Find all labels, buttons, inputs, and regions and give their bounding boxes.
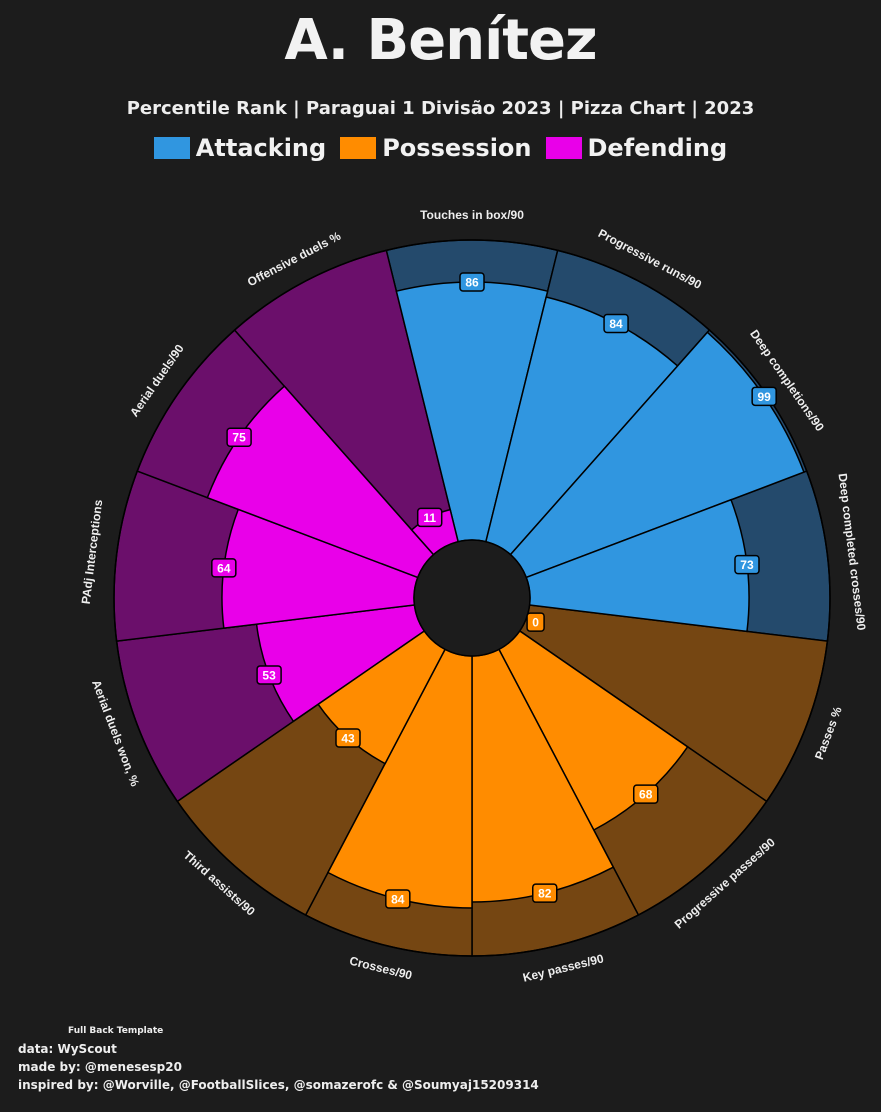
chart-subtitle: Percentile Rank | Paraguai 1 Divisão 202… (126, 98, 755, 119)
value-box-aerial-duels-90 (226, 427, 252, 447)
value-label-passes: 0 (532, 616, 539, 630)
value-label-crosses-90: 84 (391, 892, 405, 906)
param-label-deep-completed-crosses-90: Deep completed crosses/90 (836, 473, 869, 632)
value-label-progressive-passes-90: 68 (639, 788, 653, 802)
value-labels: 86 84 99 73 0 68 82 84 43 53 64 75 11 (211, 272, 777, 909)
value-box-passes (526, 612, 545, 632)
slice-values (206, 281, 805, 909)
legend-swatch-defending (545, 137, 582, 159)
outer-ring (113, 239, 831, 957)
chart-grid (113, 239, 831, 957)
value-box-deep-completions-90 (751, 386, 777, 407)
value-box-touches-in-box-90 (459, 272, 485, 292)
value-label-third-assists-90: 43 (341, 731, 355, 745)
param-label-padj-interceptions: PAdj Interceptions (79, 499, 106, 605)
value-box-crosses-90 (385, 889, 411, 909)
value-label-progressive-runs-90: 84 (609, 317, 623, 331)
legend-item-attacking: Attacking (153, 134, 327, 162)
legend-item-defending: Defending (545, 134, 728, 162)
footer-made-by: made by: @menesesp20 (18, 1060, 182, 1074)
value-box-key-passes-90 (532, 883, 558, 903)
legend-label-defending: Defending (587, 134, 728, 162)
value-box-third-assists-90 (335, 728, 361, 748)
value-label-offensive-duels: 11 (423, 511, 436, 525)
value-box-padj-interceptions (211, 558, 237, 578)
value-label-padj-interceptions: 64 (217, 561, 231, 575)
legend-swatch-attacking (153, 137, 190, 159)
value-box-deep-completed-crosses-90 (734, 554, 760, 575)
value-label-touches-in-box-90: 86 (465, 276, 479, 290)
value-label-aerial-duels-90: 75 (232, 431, 246, 445)
value-label-key-passes-90: 82 (538, 887, 552, 901)
footer: Full Back Template data: WyScout made by… (18, 1026, 539, 1094)
param-label-passes: Passes % (812, 704, 845, 761)
param-label-key-passes-90: Key passes/90 (521, 951, 605, 984)
value-box-offensive-duels (416, 507, 443, 528)
value-box-aerial-duels-won (256, 665, 282, 685)
chart-title: A. Benítez (284, 8, 597, 73)
legend: Attacking Possession Defending (0, 134, 881, 162)
template-note: Full Back Template (68, 1026, 164, 1036)
legend-swatch-possession (340, 137, 377, 159)
param-label-touches-in-box-90: Touches in box/90 (420, 208, 524, 222)
legend-label-attacking: Attacking (195, 134, 327, 162)
value-label-aerial-duels-won: 53 (262, 668, 276, 682)
legend-item-possession: Possession (340, 134, 532, 162)
footer-data-source: data: WyScout (18, 1042, 117, 1056)
center-hole (413, 539, 531, 657)
value-box-progressive-runs-90 (603, 313, 629, 334)
value-box-progressive-passes-90 (632, 784, 659, 804)
value-label-deep-completions-90: 99 (757, 390, 771, 404)
legend-label-possession: Possession (382, 134, 532, 162)
value-label-deep-completed-crosses-90: 73 (740, 558, 754, 572)
footer-inspired-by: inspired by: @Worville, @FootballSlices,… (18, 1078, 539, 1092)
param-label-crosses-90: Crosses/90 (348, 954, 414, 983)
